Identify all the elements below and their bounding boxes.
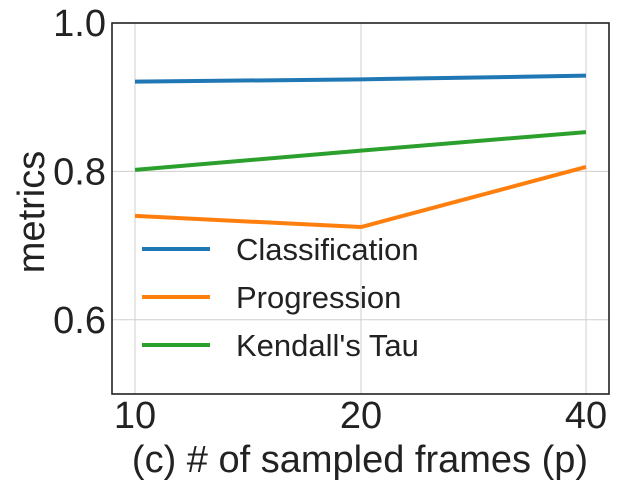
plot-frame <box>111 22 610 395</box>
legend-label: Classification <box>236 232 419 267</box>
legend-label: Kendall's Tau <box>236 328 419 363</box>
y-tick-label: 0.6 <box>53 300 106 342</box>
series-line-0 <box>134 73 587 84</box>
series-lines <box>134 73 587 230</box>
y-tick-label: 1.0 <box>53 3 106 45</box>
x-tick-label: 10 <box>114 395 156 437</box>
y-axis-label: metrics <box>11 151 53 273</box>
y-tick-label: 0.8 <box>53 151 106 193</box>
x-axis-label: (c) # of sampled frames (p) <box>132 439 588 481</box>
legend: Classification Progression Kendall's Tau <box>142 232 419 363</box>
series-line-2 <box>134 130 587 172</box>
tick-labels: 10 20 40 0.6 0.8 1.0 <box>53 3 607 437</box>
legend-label: Progression <box>236 280 401 315</box>
x-tick-label: 20 <box>340 395 382 437</box>
series-line-1 <box>134 165 587 230</box>
x-tick-label: 40 <box>565 395 607 437</box>
